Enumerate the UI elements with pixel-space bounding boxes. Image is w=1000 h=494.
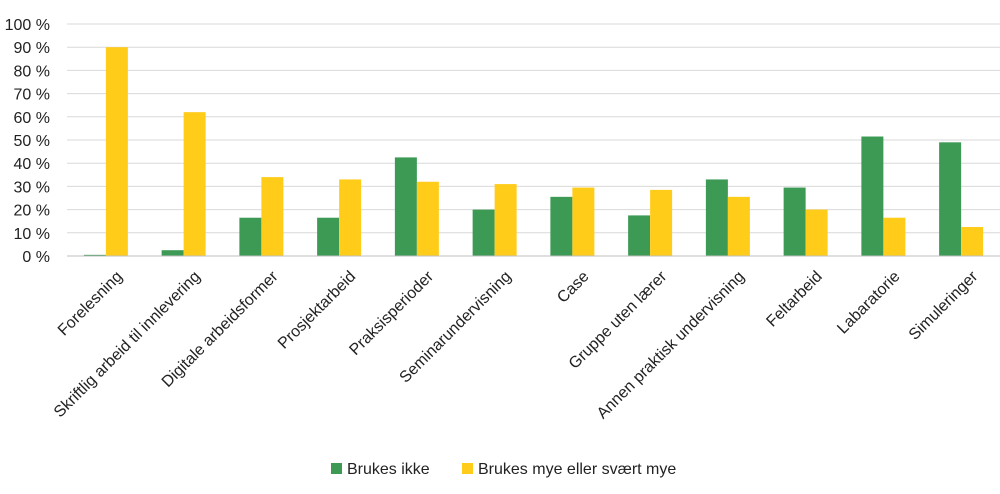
x-category-label-simuleringer: Simuleringer <box>906 268 982 344</box>
y-tick-label: 20 % <box>14 203 50 220</box>
x-category-label-case: Case <box>554 268 593 307</box>
bar-brukes-ikke-simuleringer <box>939 142 962 256</box>
bar-brukes-ikke-seminarundervisning <box>472 209 495 256</box>
legend: Brukes ikke Brukes mye eller svært mye <box>331 461 676 478</box>
y-tick-label: 50 % <box>14 133 50 150</box>
x-category-label-labaratorie: Labaratorie <box>834 268 903 337</box>
y-tick-label: 90 % <box>14 40 50 57</box>
bar-brukes-ikke-digitale-arbeidsformer <box>239 217 262 256</box>
bar-brukes-mye-eller-svært-mye-prosjektarbeid <box>339 179 362 256</box>
bar-brukes-mye-eller-svært-mye-annen-praktisk-undervisning <box>727 196 750 256</box>
y-tick-label: 60 % <box>14 110 50 127</box>
x-category-label-forelesning: Forelesning <box>55 268 126 339</box>
x-category-label-feltarbeid: Feltarbeid <box>763 268 825 330</box>
x-category-label-prosjektarbeid: Prosjektarbeid <box>275 268 359 352</box>
bar-brukes-ikke-case <box>550 196 573 256</box>
y-tick-label: 80 % <box>14 63 50 80</box>
bar-brukes-mye-eller-svært-mye-gruppe-uten-lærer <box>650 189 673 256</box>
y-tick-label: 30 % <box>14 179 50 196</box>
y-tick-label: 70 % <box>14 87 50 104</box>
legend-swatch-brukes-mye <box>462 463 473 474</box>
y-axis-tick-labels: 0 % 10 % 20 % 30 % 40 % 50 % 60 % 70 % 80 % 90 % 1… <box>5 17 50 266</box>
legend-label-brukes-ikke: Brukes ikke <box>347 461 430 478</box>
bar-brukes-mye-eller-svært-mye-praksisperioder <box>416 181 439 256</box>
bar-brukes-mye-eller-svært-mye-labaratorie <box>883 217 906 256</box>
bar-brukes-mye-eller-svært-mye-case <box>572 187 595 256</box>
legend-label-brukes-mye: Brukes mye eller svært mye <box>478 461 676 478</box>
y-tick-label: 10 % <box>14 226 50 243</box>
gridlines <box>67 23 1000 234</box>
bars <box>83 47 984 257</box>
bar-brukes-ikke-feltarbeid <box>783 187 806 256</box>
bar-brukes-ikke-prosjektarbeid <box>317 217 340 256</box>
bar-brukes-ikke-labaratorie <box>861 136 884 256</box>
x-category-label-annen-praktisk-undervisning: Annen praktisk undervisning <box>594 268 748 422</box>
y-tick-label: 0 % <box>22 249 50 266</box>
y-tick-label: 100 % <box>5 17 50 34</box>
bar-brukes-mye-eller-svært-mye-digitale-arbeidsformer <box>261 177 284 256</box>
bar-brukes-mye-eller-svært-mye-simuleringer <box>961 227 984 256</box>
x-category-label-praksisperioder: Praksisperioder <box>346 268 437 359</box>
y-tick-label: 40 % <box>14 156 50 173</box>
x-category-label-skriftlig-arbeid-til-innlevering: Skriftlig arbeid til innlevering <box>51 268 204 421</box>
legend-swatch-brukes-ikke <box>331 463 342 474</box>
bar-brukes-ikke-praksisperioder <box>394 157 417 256</box>
bar-brukes-ikke-gruppe-uten-lærer <box>628 215 651 256</box>
bar-brukes-mye-eller-svært-mye-forelesning <box>105 47 128 257</box>
bar-brukes-mye-eller-svært-mye-seminarundervisning <box>494 184 517 256</box>
bar-brukes-mye-eller-svært-mye-feltarbeid <box>805 209 828 256</box>
bar-brukes-mye-eller-svært-mye-skriftlig-arbeid-til-innlevering <box>183 112 206 256</box>
bar-brukes-ikke-forelesning <box>83 254 106 256</box>
bar-brukes-ikke-annen-praktisk-undervisning <box>705 179 728 256</box>
bar-brukes-ikke-skriftlig-arbeid-til-innlevering <box>161 250 184 256</box>
